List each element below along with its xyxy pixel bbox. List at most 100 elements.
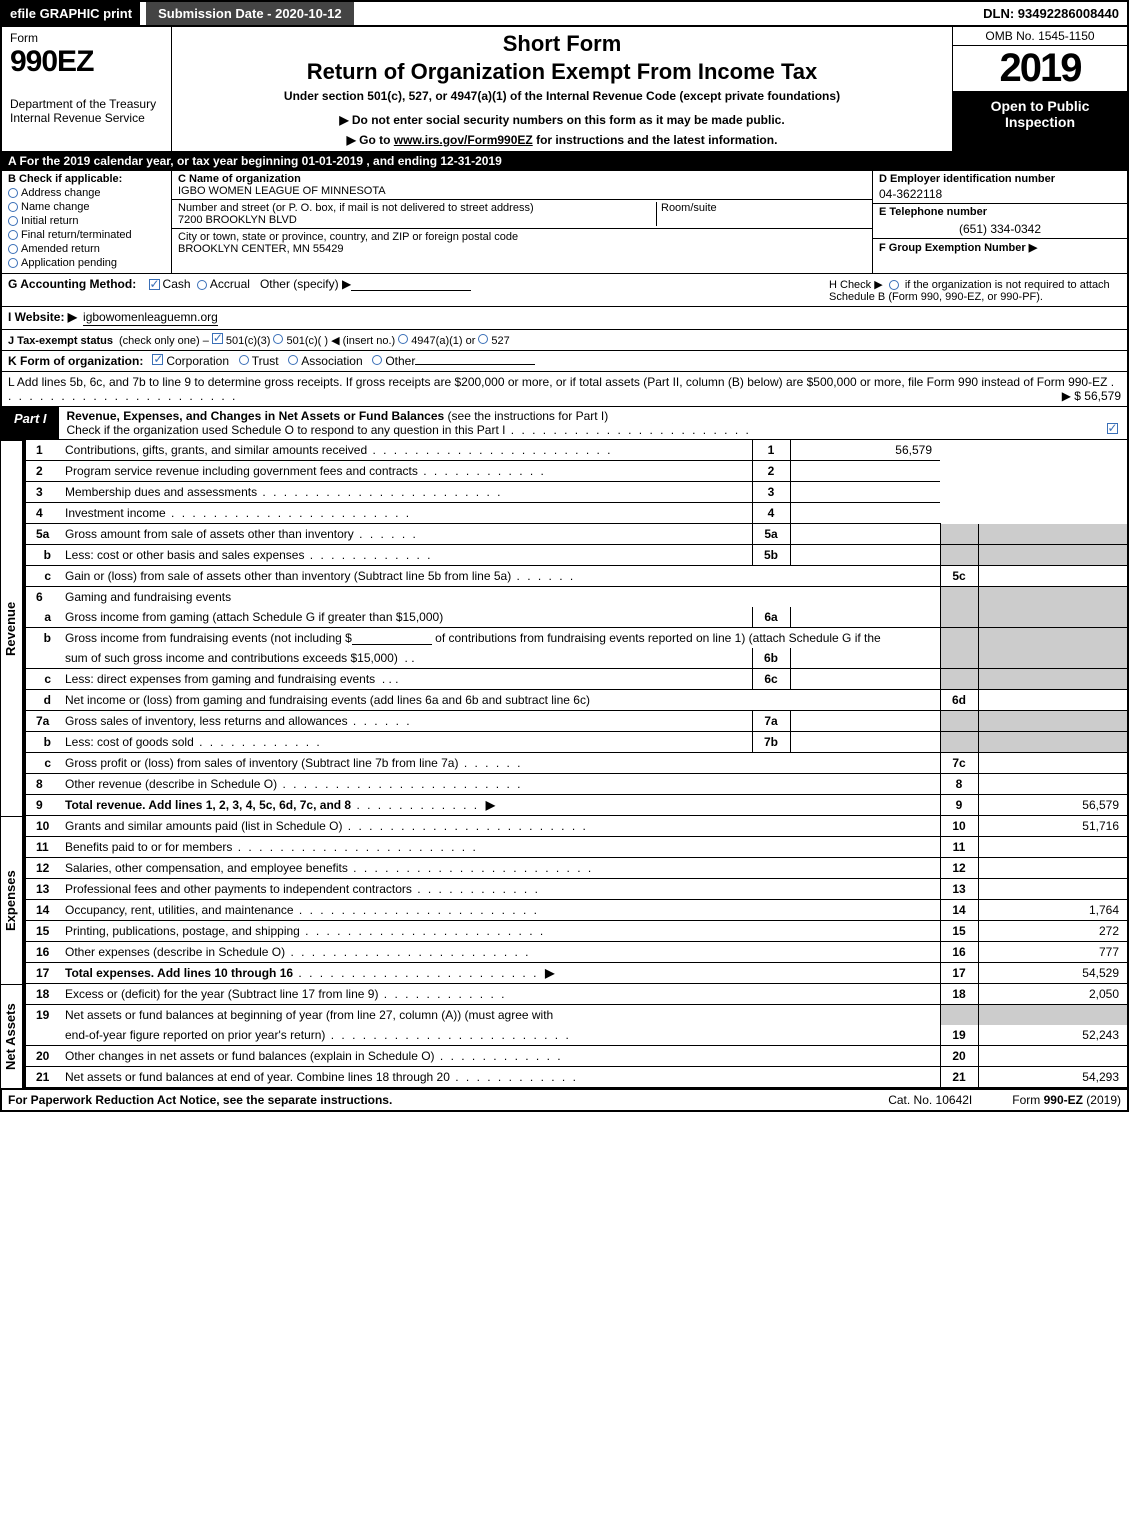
table-row: 10Grants and similar amounts paid (list … — [25, 816, 1128, 837]
irs-link[interactable]: www.irs.gov/Form990EZ — [394, 133, 533, 147]
inspection-badge: Open to Public Inspection — [953, 92, 1127, 151]
table-row: 21Net assets or fund balances at end of … — [25, 1067, 1128, 1088]
header-subtitle: Under section 501(c), 527, or 4947(a)(1)… — [180, 89, 944, 103]
table-row: 15Printing, publications, postage, and s… — [25, 921, 1128, 942]
table-row: bGross income from fundraising events (n… — [25, 628, 1128, 649]
chk-other-org[interactable] — [372, 355, 382, 365]
table-row: cGross profit or (loss) from sales of in… — [25, 753, 1128, 774]
table-row: 14Occupancy, rent, utilities, and mainte… — [25, 900, 1128, 921]
table-row: 17Total expenses. Add lines 10 through 1… — [25, 963, 1128, 984]
addr-value: 7200 BROOKLYN BLVD — [178, 214, 656, 226]
efile-label: efile GRAPHIC print — [2, 2, 140, 25]
circle-icon — [8, 202, 18, 212]
top-bar: efile GRAPHIC print Submission Date - 20… — [0, 0, 1129, 27]
instructions-note: ▶ Go to www.irs.gov/Form990EZ for instru… — [180, 133, 944, 147]
chk-address-change[interactable]: Address change — [8, 187, 165, 199]
ein-value: 04-3622118 — [879, 187, 1121, 201]
info-block: B Check if applicable: Address change Na… — [0, 171, 1129, 274]
table-row: 18Excess or (deficit) for the year (Subt… — [25, 984, 1128, 1005]
line-k: K Form of organization: Corporation Trus… — [0, 351, 1129, 372]
table-row: 3Membership dues and assessments3 — [25, 482, 1128, 503]
chk-amended-return[interactable]: Amended return — [8, 243, 165, 255]
e-label: E Telephone number — [879, 206, 1121, 218]
submission-date: Submission Date - 2020-10-12 — [146, 2, 354, 25]
other-org-field[interactable] — [415, 364, 535, 365]
chk-name-change[interactable]: Name change — [8, 201, 165, 213]
table-row: 19Net assets or fund balances at beginni… — [25, 1005, 1128, 1026]
cat-no: Cat. No. 10642I — [888, 1093, 972, 1107]
return-title: Return of Organization Exempt From Incom… — [180, 59, 944, 85]
org-name-row: C Name of organization IGBO WOMEN LEAGUE… — [172, 171, 872, 200]
chk-h[interactable] — [889, 280, 899, 290]
k-label: K Form of organization: — [8, 354, 143, 368]
omb-number: OMB No. 1545-1150 — [953, 27, 1127, 46]
box-b: B Check if applicable: Address change Na… — [2, 171, 172, 273]
table-row: 13Professional fees and other payments t… — [25, 879, 1128, 900]
chk-schedule-o[interactable] — [1107, 423, 1118, 434]
dept-irs: Internal Revenue Service — [10, 111, 163, 125]
box-d: D Employer identification number 04-3622… — [872, 171, 1127, 273]
form-header: Form 990EZ Department of the Treasury In… — [0, 27, 1129, 152]
website-value[interactable]: igbowomenleaguemn.org — [83, 310, 218, 326]
form-number: 990EZ — [10, 45, 163, 79]
table-row: 9Total revenue. Add lines 1, 2, 3, 4, 5c… — [25, 795, 1128, 816]
chk-4947[interactable] — [398, 334, 408, 344]
table-row: cLess: direct expenses from gaming and f… — [25, 669, 1128, 690]
line-h: H Check ▶ if the organization is not req… — [821, 278, 1121, 303]
box-b-title: B Check if applicable: — [8, 173, 165, 185]
short-form-title: Short Form — [180, 31, 944, 57]
i-label: I Website: ▶ — [8, 310, 77, 324]
chk-accrual[interactable] — [197, 280, 207, 290]
table-row: 5aGross amount from sale of assets other… — [25, 524, 1128, 545]
line-i: I Website: ▶ igbowomenleaguemn.org — [0, 307, 1129, 330]
footer: For Paperwork Reduction Act Notice, see … — [0, 1088, 1129, 1112]
header-left: Form 990EZ Department of the Treasury In… — [2, 27, 172, 151]
section-a-tax-year: A For the 2019 calendar year, or tax yea… — [0, 152, 1129, 171]
table-row: bLess: cost of goods sold7b — [25, 732, 1128, 753]
box-c: C Name of organization IGBO WOMEN LEAGUE… — [172, 171, 872, 273]
chk-501c3[interactable] — [212, 333, 223, 344]
chk-initial-return[interactable]: Initial return — [8, 215, 165, 227]
chk-application-pending[interactable]: Application pending — [8, 257, 165, 269]
chk-corporation[interactable] — [152, 354, 163, 365]
part-1-header: Part I Revenue, Expenses, and Changes in… — [0, 407, 1129, 440]
dots — [505, 423, 750, 437]
g-label: G Accounting Method: — [8, 277, 136, 291]
l-text: L Add lines 5b, 6c, and 7b to line 9 to … — [8, 375, 1107, 389]
table-row: bLess: cost or other basis and sales exp… — [25, 545, 1128, 566]
chk-527[interactable] — [478, 334, 488, 344]
table-row: dNet income or (loss) from gaming and fu… — [25, 690, 1128, 711]
table-row: sum of such gross income and contributio… — [25, 648, 1128, 669]
paperwork-notice: For Paperwork Reduction Act Notice, see … — [8, 1093, 392, 1107]
revenue-side-label: Revenue — [0, 440, 24, 816]
ssn-warning: ▶ Do not enter social security numbers o… — [180, 113, 944, 127]
table-row: 1Contributions, gifts, grants, and simil… — [25, 440, 1128, 461]
ein-row: D Employer identification number 04-3622… — [873, 171, 1127, 204]
chk-trust[interactable] — [239, 355, 249, 365]
city-row: City or town, state or province, country… — [172, 229, 872, 257]
chk-cash[interactable] — [149, 279, 160, 290]
circle-icon — [8, 244, 18, 254]
table-row: cGain or (loss) from sale of assets othe… — [25, 566, 1128, 587]
table-row: 2Program service revenue including gover… — [25, 461, 1128, 482]
circle-icon — [8, 230, 18, 240]
circle-icon — [8, 258, 18, 268]
expenses-table: 10Grants and similar amounts paid (list … — [24, 816, 1129, 984]
netassets-section: Net Assets 18Excess or (deficit) for the… — [0, 984, 1129, 1088]
line-g: G Accounting Method: Cash Accrual Other … — [8, 277, 821, 291]
chk-final-return[interactable]: Final return/terminated — [8, 229, 165, 241]
note2-post: for instructions and the latest informat… — [533, 133, 778, 147]
dln-label: DLN: 93492286008440 — [975, 2, 1127, 25]
table-row: 20Other changes in net assets or fund ba… — [25, 1046, 1128, 1067]
table-row: end-of-year figure reported on prior yea… — [25, 1025, 1128, 1046]
line-l: L Add lines 5b, 6c, and 7b to line 9 to … — [0, 372, 1129, 407]
6b-amount-field[interactable] — [352, 644, 432, 645]
chk-501c[interactable] — [273, 334, 283, 344]
city-label: City or town, state or province, country… — [178, 231, 866, 243]
form-word: Form — [10, 31, 163, 45]
table-row: 8Other revenue (describe in Schedule O)8 — [25, 774, 1128, 795]
chk-association[interactable] — [288, 355, 298, 365]
other-specify-field[interactable] — [351, 290, 471, 291]
revenue-section: Revenue 1Contributions, gifts, grants, a… — [0, 440, 1129, 816]
city-value: BROOKLYN CENTER, MN 55429 — [178, 243, 866, 255]
